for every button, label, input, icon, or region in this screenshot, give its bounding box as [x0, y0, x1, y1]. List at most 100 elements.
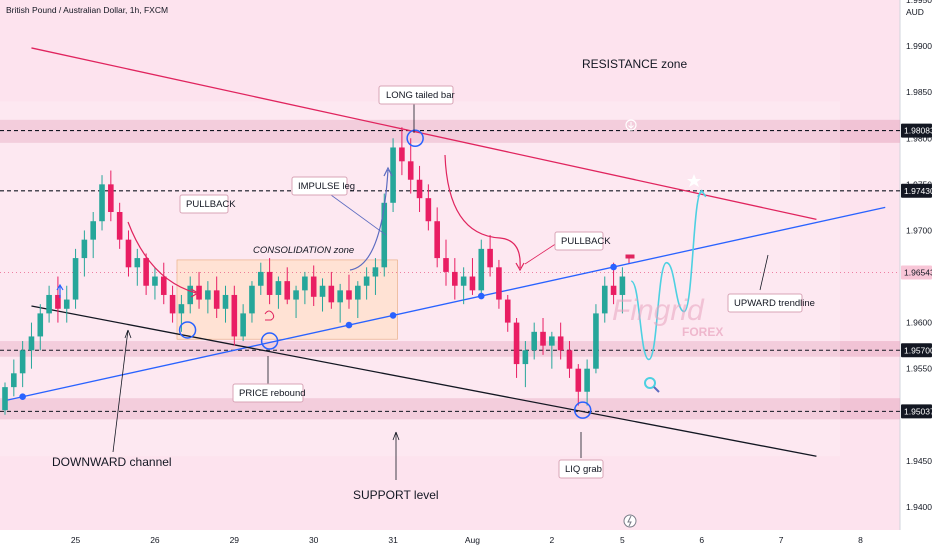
- zone-band-1: [0, 398, 900, 420]
- impulse-box: [291, 176, 348, 196]
- candle-body-0: [2, 387, 8, 411]
- candle-body-44: [390, 147, 396, 203]
- time-tick-3: 30: [309, 535, 319, 545]
- trendline-1[interactable]: [3, 206, 886, 402]
- currency-label[interactable]: AUD: [906, 7, 924, 17]
- price-tag-label-1: 1.97430: [904, 186, 932, 196]
- pullback2-label: PULLBACK: [561, 236, 611, 247]
- magnifier-icon: [644, 377, 656, 389]
- time-tick-5: Aug: [465, 535, 480, 545]
- candle-body-45: [399, 147, 405, 162]
- pullback-arrow-right: [444, 154, 521, 269]
- candle-body-64: [566, 350, 573, 369]
- candle-body-43: [381, 202, 388, 268]
- symbol-title[interactable]: British Pound / Australian Dollar, 1h, F…: [6, 5, 168, 15]
- candle-body-36: [319, 285, 326, 297]
- price-tag-bg-4: [901, 404, 932, 419]
- candle-body-11: [99, 184, 105, 222]
- long-tailed-box: [378, 85, 454, 105]
- time-tick-1: 26: [150, 535, 160, 545]
- price-tick-9: 1.98500: [906, 87, 932, 97]
- impulse-label: IMPULSE leg: [298, 181, 355, 192]
- candle-body-23: [205, 290, 211, 300]
- candle-body-29: [257, 271, 264, 286]
- chart-icons: [56, 119, 701, 528]
- touch-ring-2: [406, 129, 424, 148]
- upward-leader: [759, 254, 769, 291]
- candle-body-5: [46, 294, 52, 314]
- candle-body-18: [160, 276, 167, 295]
- markers-layer: [19, 129, 617, 419]
- liq-label: LIQ grab: [565, 464, 602, 475]
- candle-body-52: [460, 276, 467, 286]
- candle-body-65: [575, 368, 582, 392]
- candle-body-40: [355, 285, 361, 300]
- lightning-icon-bolt: [627, 515, 632, 527]
- time-tick-0: 25: [71, 535, 81, 545]
- buy-arrow-icon: [56, 283, 64, 298]
- time-tick-7: 5: [620, 535, 625, 545]
- candle-body-39: [346, 290, 352, 300]
- zones-layer: [0, 101, 900, 457]
- pullback2-box: [554, 231, 604, 251]
- watermark-sub: FOREX: [682, 325, 723, 339]
- candle-body-56: [496, 267, 502, 300]
- price-tick-10: 1.99000: [906, 41, 932, 51]
- consolidation-label: CONSOLIDATION zone: [253, 245, 354, 256]
- candle-body-4: [37, 313, 44, 337]
- time-axis[interactable]: 25 26 29 30 31 Aug 2 5 6 7 8: [71, 535, 863, 545]
- candle-body-38: [337, 290, 343, 303]
- trendline-0[interactable]: [31, 47, 817, 221]
- candle-body-48: [425, 198, 432, 222]
- candle-body-16: [143, 258, 149, 286]
- candle-body-14: [125, 239, 132, 268]
- touch-ring-0: [178, 321, 197, 339]
- trendline-touch-dot-2: [389, 312, 397, 319]
- pullback2-leader: [524, 242, 558, 265]
- candle-body-42: [372, 267, 379, 277]
- candle-body-37: [328, 285, 335, 303]
- alert-down-icon[interactable]: [625, 119, 637, 131]
- resistance-zone-label: RESISTANCE zone: [582, 57, 687, 71]
- price-tag-bg-0: [901, 123, 932, 138]
- candle-body-46: [407, 161, 414, 180]
- pullback-arrow-left: [127, 221, 197, 294]
- candle-body-59: [522, 350, 529, 365]
- candle-body-26: [231, 294, 238, 337]
- lightning-icon[interactable]: [623, 514, 637, 528]
- price-tag-label-3: 1.95700: [904, 345, 932, 355]
- trendline-touch-dot-1: [345, 321, 353, 329]
- trendline-2[interactable]: [31, 305, 817, 457]
- pullback1-box: [179, 194, 229, 214]
- candle-body-33: [293, 290, 299, 300]
- price-tick-4: 1.96000: [906, 318, 932, 328]
- candle-body-13: [116, 212, 123, 240]
- candle-body-12: [108, 184, 114, 212]
- candle-body-9: [81, 239, 88, 259]
- candle-body-24: [213, 290, 220, 309]
- time-tick-8: 6: [699, 535, 704, 545]
- candle-body-17: [152, 276, 158, 286]
- candle-body-32: [284, 281, 291, 300]
- upward-label: UPWARD trendline: [734, 298, 815, 309]
- annotation-arrows: [112, 104, 769, 480]
- time-tick-4: 31: [388, 535, 398, 545]
- candle-body-7: [63, 299, 70, 309]
- price-tick-8: 1.98000: [906, 133, 932, 143]
- touch-ring-3: [573, 401, 592, 419]
- impulse-arrow: [349, 169, 389, 271]
- candle-body-20: [178, 304, 185, 314]
- hammer-icon: [625, 254, 635, 263]
- candle-body-66: [584, 368, 590, 392]
- candle-body-47: [416, 179, 423, 199]
- candle-body-30: [266, 271, 273, 295]
- price-tick-3: 1.95500: [906, 364, 932, 374]
- candle-body-70: [619, 276, 626, 295]
- trendline-touch-dot-0: [19, 393, 26, 400]
- pullback1-label: PULLBACK: [186, 199, 236, 210]
- time-tick-6: 2: [549, 535, 554, 545]
- candle-body-1: [11, 373, 17, 388]
- trendline-touch-dot-3: [477, 292, 485, 300]
- price-tag-label-4: 1.95037: [904, 406, 932, 416]
